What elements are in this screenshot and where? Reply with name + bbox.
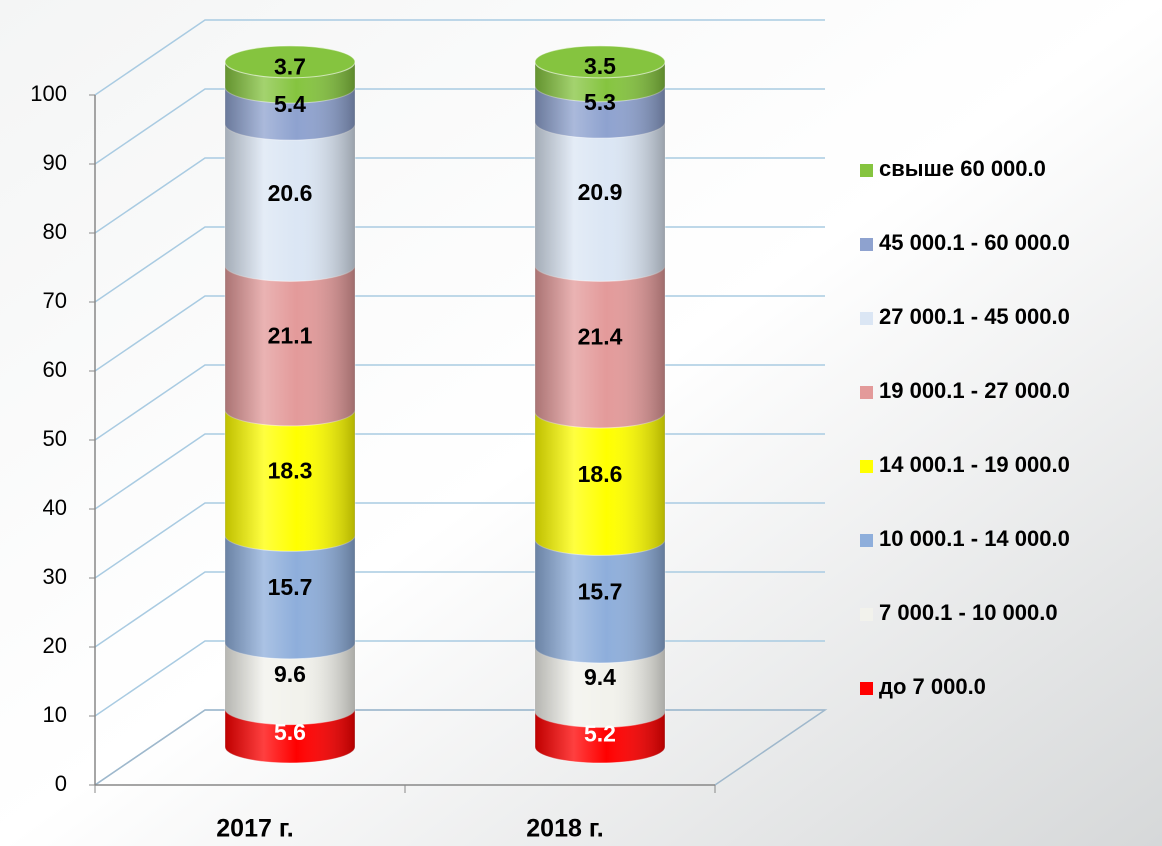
legend-label: 10 000.1 - 14 000.0 bbox=[879, 526, 1070, 551]
legend-marker bbox=[860, 312, 873, 325]
x-tick-label: 2017 г. bbox=[216, 815, 293, 843]
data-label: 21.1 bbox=[268, 323, 313, 349]
data-label: 5.4 bbox=[274, 91, 306, 117]
legend-label: 7 000.1 - 10 000.0 bbox=[879, 600, 1058, 625]
legend-marker bbox=[860, 460, 873, 473]
y-tick-label: 60 bbox=[43, 357, 67, 382]
y-tick-label: 0 bbox=[55, 771, 67, 796]
legend-marker bbox=[860, 608, 873, 621]
data-label: 15.7 bbox=[268, 574, 313, 600]
legend-label: до 7 000.0 bbox=[879, 674, 986, 699]
data-label: 18.6 bbox=[578, 461, 623, 487]
y-tick-label: 30 bbox=[43, 564, 67, 589]
data-label: 3.7 bbox=[274, 54, 306, 80]
y-tick-label: 50 bbox=[43, 426, 67, 451]
data-label: 3.5 bbox=[584, 53, 616, 79]
y-tick-label: 10 bbox=[43, 702, 67, 727]
legend-label: свыше 60 000.0 bbox=[879, 156, 1046, 181]
y-tick-label: 80 bbox=[43, 219, 67, 244]
y-tick-label: 90 bbox=[43, 150, 67, 175]
cylinder-top bbox=[534, 45, 666, 79]
data-label: 9.4 bbox=[584, 664, 616, 690]
legend-marker bbox=[860, 682, 873, 695]
data-label: 5.6 bbox=[274, 719, 306, 745]
x-tick-label: 2018 г. bbox=[526, 815, 603, 843]
data-label: 20.6 bbox=[268, 180, 313, 206]
legend-marker bbox=[860, 386, 873, 399]
cylinder-shading bbox=[535, 45, 665, 763]
cylinder-top bbox=[224, 45, 356, 79]
data-label: 20.9 bbox=[578, 179, 623, 205]
legend-marker bbox=[860, 238, 873, 251]
legend-marker bbox=[860, 534, 873, 547]
floor bbox=[94, 709, 828, 786]
y-tick-label: 70 bbox=[43, 288, 67, 313]
y-tick-label: 20 bbox=[43, 633, 67, 658]
legend-label: 45 000.1 - 60 000.0 bbox=[879, 230, 1070, 255]
data-label: 21.4 bbox=[578, 324, 623, 350]
data-label: 5.3 bbox=[584, 89, 616, 115]
y-tick-label: 100 bbox=[30, 81, 67, 106]
legend-label: 27 000.1 - 45 000.0 bbox=[879, 304, 1070, 329]
grid-line bbox=[94, 19, 825, 96]
y-tick-label: 40 bbox=[43, 495, 67, 520]
data-label: 18.3 bbox=[268, 458, 313, 484]
legend-marker bbox=[860, 164, 873, 177]
data-label: 5.2 bbox=[584, 720, 616, 746]
legend-label: 19 000.1 - 27 000.0 bbox=[879, 378, 1070, 403]
data-label: 15.7 bbox=[578, 578, 623, 604]
legend-label: 14 000.1 - 19 000.0 bbox=[879, 452, 1070, 477]
cylinder-shading bbox=[225, 45, 355, 763]
data-label: 9.6 bbox=[274, 661, 306, 687]
